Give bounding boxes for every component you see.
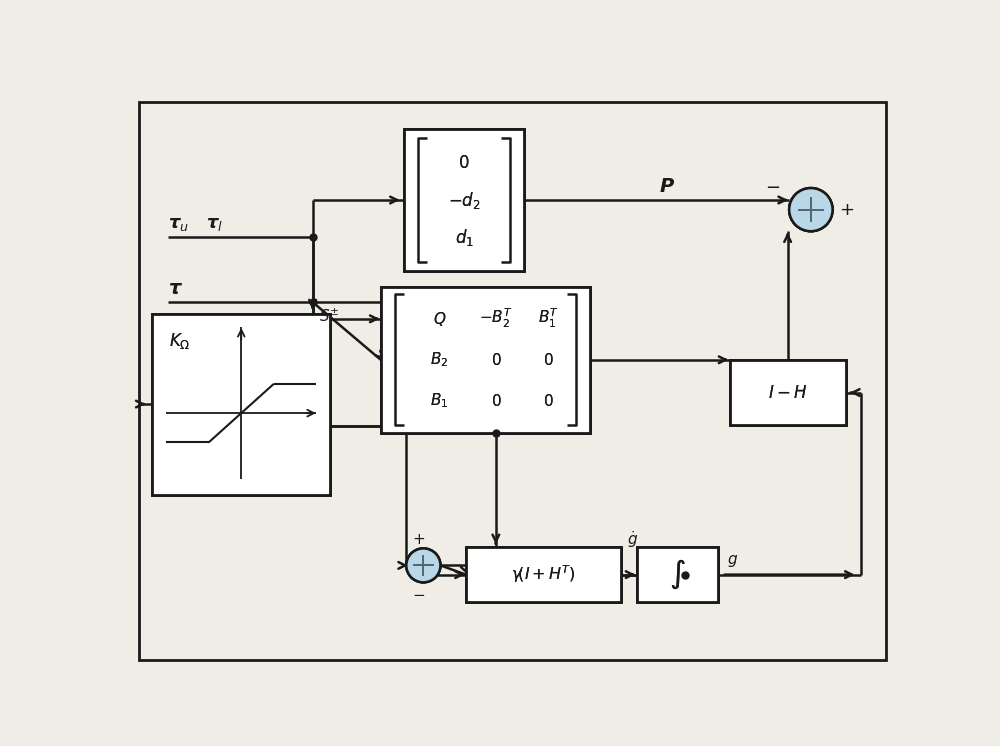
Circle shape — [406, 548, 440, 583]
Text: $0$: $0$ — [491, 352, 501, 368]
Text: $+$: $+$ — [412, 532, 425, 547]
Text: $B_1^T$: $B_1^T$ — [538, 307, 559, 330]
Text: $K_{\Omega}$: $K_{\Omega}$ — [169, 330, 191, 351]
Text: $-$: $-$ — [412, 586, 425, 601]
Text: $g$: $g$ — [727, 553, 738, 568]
Text: $0$: $0$ — [458, 154, 470, 172]
FancyBboxPatch shape — [381, 286, 590, 433]
Text: $-d_2$: $-d_2$ — [448, 189, 480, 210]
Text: $0$: $0$ — [543, 352, 553, 368]
Text: $-$: $-$ — [765, 177, 780, 195]
Text: $\boldsymbol{\tau}_u$: $\boldsymbol{\tau}_u$ — [168, 215, 189, 233]
Text: $B_1$: $B_1$ — [430, 392, 448, 410]
Circle shape — [789, 188, 833, 231]
Text: $S^{\pm}$: $S^{\pm}$ — [319, 308, 339, 325]
Circle shape — [789, 188, 833, 231]
Text: $0$: $0$ — [543, 392, 553, 409]
Text: $Q$: $Q$ — [433, 310, 446, 327]
Circle shape — [789, 188, 833, 231]
Text: $\gamma\!\left(I+H^T\right)$: $\gamma\!\left(I+H^T\right)$ — [511, 564, 576, 586]
FancyBboxPatch shape — [730, 360, 846, 425]
Text: $B_2$: $B_2$ — [430, 351, 448, 369]
Text: $-B_2^T$: $-B_2^T$ — [479, 307, 513, 330]
FancyBboxPatch shape — [404, 129, 524, 272]
Text: $0$: $0$ — [543, 392, 553, 409]
Text: $K_{\Omega}$: $K_{\Omega}$ — [169, 330, 191, 351]
Text: $\int$: $\int$ — [669, 558, 686, 592]
FancyBboxPatch shape — [466, 547, 621, 602]
Text: $\dot{g}$: $\dot{g}$ — [627, 529, 638, 550]
Text: $\boldsymbol{\tau}_l$: $\boldsymbol{\tau}_l$ — [206, 215, 223, 233]
Circle shape — [406, 548, 440, 583]
FancyBboxPatch shape — [152, 313, 330, 495]
Text: $Q$: $Q$ — [433, 310, 446, 327]
Text: $-d_2$: $-d_2$ — [448, 189, 480, 210]
Text: $0$: $0$ — [491, 352, 501, 368]
Text: $B_1$: $B_1$ — [430, 392, 448, 410]
Text: $\boldsymbol{\tau}$: $\boldsymbol{\tau}$ — [168, 279, 183, 298]
FancyBboxPatch shape — [730, 360, 846, 425]
Text: $\int$: $\int$ — [669, 558, 686, 592]
FancyBboxPatch shape — [152, 313, 330, 495]
Text: $\gamma\!\left(I+H^T\right)$: $\gamma\!\left(I+H^T\right)$ — [511, 564, 576, 586]
Text: $B_2$: $B_2$ — [430, 351, 448, 369]
Text: $I-H$: $I-H$ — [768, 383, 807, 401]
Text: $+$: $+$ — [839, 201, 854, 219]
Circle shape — [406, 548, 440, 583]
Text: $d_1$: $d_1$ — [455, 227, 474, 248]
Text: $0$: $0$ — [491, 392, 501, 409]
FancyBboxPatch shape — [404, 129, 524, 272]
Text: $-B_2^T$: $-B_2^T$ — [479, 307, 513, 330]
FancyBboxPatch shape — [381, 286, 590, 433]
Text: $\boldsymbol{P}$: $\boldsymbol{P}$ — [659, 177, 676, 195]
Text: $d_1$: $d_1$ — [455, 227, 474, 248]
Text: $I-H$: $I-H$ — [768, 383, 807, 401]
FancyBboxPatch shape — [637, 547, 718, 602]
Text: $0$: $0$ — [458, 154, 470, 172]
Text: $0$: $0$ — [491, 392, 501, 409]
Text: $B_1^T$: $B_1^T$ — [538, 307, 559, 330]
FancyBboxPatch shape — [466, 547, 621, 602]
FancyBboxPatch shape — [637, 547, 718, 602]
Text: $0$: $0$ — [543, 352, 553, 368]
